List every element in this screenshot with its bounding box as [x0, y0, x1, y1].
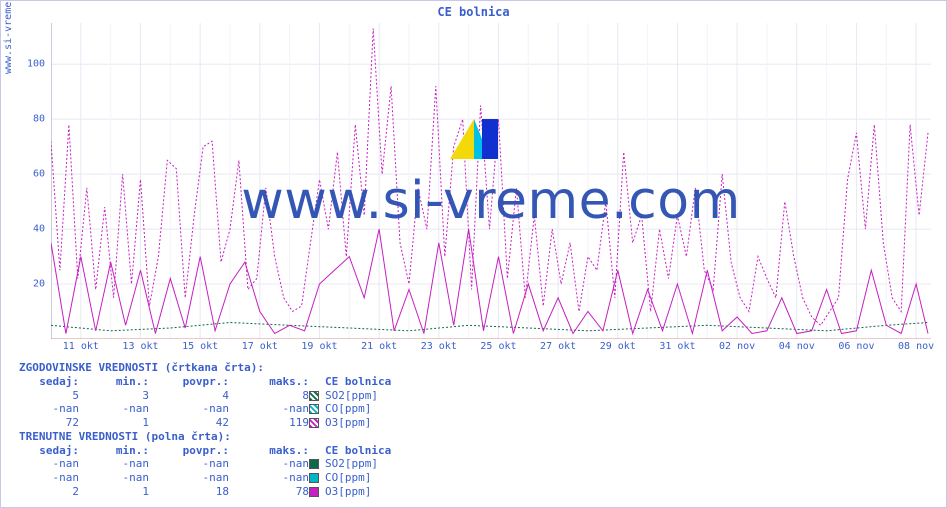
legend-swatch: [309, 459, 319, 469]
x-tick-label: 02 nov: [719, 341, 755, 352]
x-tick-label: 11 okt: [63, 341, 99, 352]
legend-col-header: sedaj:: [19, 444, 79, 458]
x-tick-label: 06 nov: [838, 341, 874, 352]
legend-cell: -nan: [79, 471, 149, 485]
legend-cell: -nan: [149, 402, 229, 416]
legend-section-header: ZGODOVINSKE VREDNOSTI (črtkana črta):: [19, 361, 525, 375]
legend-cell: 2: [19, 485, 79, 499]
legend-col-header: sedaj:: [19, 375, 79, 389]
chart-title: CE bolnica: [1, 5, 946, 19]
legend-cell: -nan: [149, 457, 229, 471]
x-tick-label: 31 okt: [659, 341, 695, 352]
x-tick-label: 13 okt: [122, 341, 158, 352]
legend-swatch: [309, 418, 319, 428]
y-axis-ticks: 20 40 60 80 100: [1, 23, 47, 339]
legend-col-header: CE bolnica: [309, 444, 525, 458]
x-tick-label: 04 nov: [779, 341, 815, 352]
legend-cell: -nan: [79, 402, 149, 416]
y-tick-label: 20: [33, 279, 45, 290]
legend-cell: SO2[ppm]: [309, 389, 525, 403]
y-tick-label: 100: [27, 59, 45, 70]
legend-cell: 72: [19, 416, 79, 430]
legend-col-header: povpr.:: [149, 375, 229, 389]
legend-cell: -nan: [19, 471, 79, 485]
legend-col-header: min.:: [79, 444, 149, 458]
legend-cell: 42: [149, 416, 229, 430]
legend-swatch: [309, 404, 319, 414]
legend-swatch: [309, 473, 319, 483]
legend-cell: -nan: [149, 471, 229, 485]
legend-block: ZGODOVINSKE VREDNOSTI (črtkana črta):sed…: [19, 361, 525, 499]
legend-cell: 5: [19, 389, 79, 403]
legend-cell: -nan: [229, 402, 309, 416]
legend-cell: 119: [229, 416, 309, 430]
legend-col-header: povpr.:: [149, 444, 229, 458]
x-tick-label: 17 okt: [242, 341, 278, 352]
legend-cell: -nan: [19, 402, 79, 416]
plot-svg: [51, 23, 931, 339]
plot-area: [51, 23, 931, 339]
y-tick-label: 60: [33, 169, 45, 180]
legend-cell: 18: [149, 485, 229, 499]
legend-swatch: [309, 487, 319, 497]
watermark-logo: [450, 119, 498, 159]
legend-cell: CO[ppm]: [309, 402, 525, 416]
y-tick-label: 80: [33, 114, 45, 125]
legend-cell: O3[ppm]: [309, 485, 525, 499]
legend-section-header: TRENUTNE VREDNOSTI (polna črta):: [19, 430, 525, 444]
y-tick-label: 40: [33, 224, 45, 235]
legend-cell: 1: [79, 485, 149, 499]
x-tick-label: 29 okt: [600, 341, 636, 352]
legend-cell: -nan: [19, 457, 79, 471]
x-tick-label: 21 okt: [361, 341, 397, 352]
legend-cell: 78: [229, 485, 309, 499]
legend-col-header: maks.:: [229, 444, 309, 458]
legend-cell: 1: [79, 416, 149, 430]
legend-col-header: CE bolnica: [309, 375, 525, 389]
legend-swatch: [309, 391, 319, 401]
x-tick-label: 15 okt: [182, 341, 218, 352]
x-tick-label: 19 okt: [301, 341, 337, 352]
legend-cell: -nan: [79, 457, 149, 471]
legend-col-header: maks.:: [229, 375, 309, 389]
legend-cell: 3: [79, 389, 149, 403]
legend-cell: SO2[ppm]: [309, 457, 525, 471]
legend-cell: 4: [149, 389, 229, 403]
legend-cell: O3[ppm]: [309, 416, 525, 430]
x-tick-label: 27 okt: [540, 341, 576, 352]
legend-cell: CO[ppm]: [309, 471, 525, 485]
legend-col-header: min.:: [79, 375, 149, 389]
x-tick-label: 08 nov: [898, 341, 934, 352]
legend-cell: -nan: [229, 471, 309, 485]
x-tick-label: 23 okt: [421, 341, 457, 352]
x-axis-ticks: 11 okt 13 okt 15 okt 17 okt 19 okt 21 okt 23 o…: [51, 341, 931, 355]
chart-frame: www.si-vreme.com CE bolnica 20406080100 …: [0, 0, 947, 508]
x-tick-label: 25 okt: [480, 341, 516, 352]
legend-cell: 8: [229, 389, 309, 403]
legend-cell: -nan: [229, 457, 309, 471]
